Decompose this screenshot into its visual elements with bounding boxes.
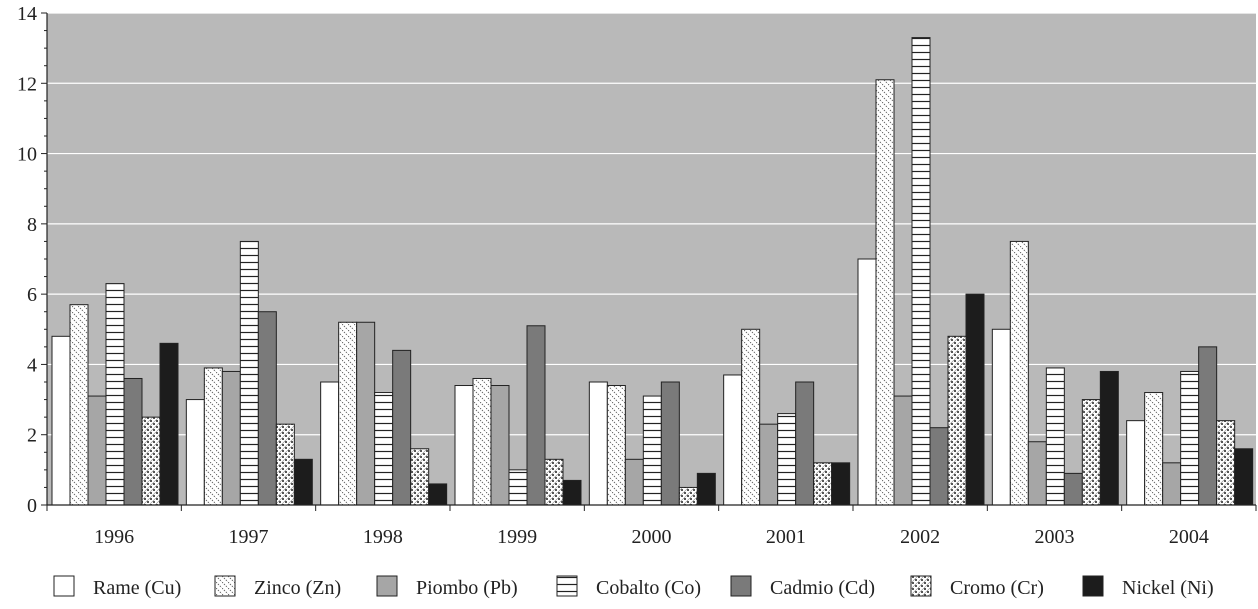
bar-zinco-zn-2002 (875, 79, 895, 506)
bar-nickel-ni-2001 (831, 462, 851, 506)
bar-zinco-zn-1998 (338, 321, 358, 506)
bar-cobalto-co-2003 (1045, 367, 1065, 506)
bar-zinco-zn-2003 (1009, 240, 1029, 506)
bar-nickel-ni-1996 (159, 342, 179, 506)
bar-rame-cu-1997 (185, 399, 205, 506)
bar-nickel-ni-2004 (1234, 448, 1254, 506)
bar-piombo-pb-2001 (759, 423, 779, 506)
bar-piombo-pb-2003 (1027, 441, 1047, 506)
bar-cadmio-cd-2004 (1198, 346, 1218, 506)
bar-zinco-zn-1999 (472, 377, 492, 506)
bar-rame-cu-2004 (1126, 420, 1146, 506)
bar-cromo-cr-1998 (410, 448, 430, 506)
legend-swatch-zinco-zn (214, 575, 236, 597)
x-tick-label: 2001 (766, 526, 806, 548)
y-tick-label: 8 (27, 214, 37, 236)
y-tick-label: 2 (27, 425, 37, 447)
y-tick-label: 10 (17, 144, 37, 166)
x-tick-label: 1996 (94, 526, 134, 548)
legend-swatch-piombo-pb (376, 575, 398, 597)
bar-piombo-pb-1999 (490, 385, 510, 506)
y-tick-label: 4 (27, 354, 37, 376)
bar-rame-cu-2003 (991, 328, 1011, 506)
legend-swatch-nickel-ni (1082, 575, 1104, 597)
legend-label-cobalto-co: Cobalto (Co) (596, 577, 701, 599)
y-tick-label: 12 (17, 73, 37, 95)
bar-piombo-pb-2000 (624, 458, 644, 506)
legend-swatch-cobalto-co (556, 575, 578, 597)
bar-piombo-pb-1998 (356, 321, 376, 506)
bar-piombo-pb-2004 (1162, 462, 1182, 506)
bar-cobalto-co-1999 (508, 469, 528, 506)
bar-rame-cu-1998 (320, 381, 340, 506)
bar-cobalto-co-1996 (105, 283, 125, 506)
x-tick-label: 1997 (229, 526, 269, 548)
bar-nickel-ni-2003 (1099, 370, 1119, 506)
legend-label-rame-cu: Rame (Cu) (93, 577, 181, 599)
legend-label-cromo-cr: Cromo (Cr) (950, 577, 1044, 599)
legend-label-nickel-ni: Nickel (Ni) (1122, 577, 1214, 599)
bar-cadmio-cd-2003 (1063, 472, 1083, 506)
bar-cobalto-co-2004 (1180, 370, 1200, 506)
bar-rame-cu-2001 (723, 374, 743, 506)
bar-rame-cu-2002 (857, 258, 877, 506)
legend-label-cadmio-cd: Cadmio (Cd) (770, 577, 875, 599)
bar-nickel-ni-1999 (562, 479, 582, 506)
x-tick-label: 2004 (1169, 526, 1209, 548)
legend-label-piombo-pb: Piombo (Pb) (416, 577, 518, 599)
bar-nickel-ni-2000 (696, 472, 716, 506)
bar-cobalto-co-2001 (777, 413, 797, 506)
y-tick-label: 14 (17, 3, 37, 25)
x-tick-label: 1999 (497, 526, 537, 548)
bar-zinco-zn-1996 (69, 304, 89, 506)
bar-zinco-zn-2000 (606, 385, 626, 506)
legend-swatch-rame-cu (53, 575, 75, 597)
bar-rame-cu-2000 (588, 381, 608, 506)
legend-label-zinco-zn: Zinco (Zn) (254, 577, 341, 599)
bar-zinco-zn-2004 (1144, 392, 1164, 506)
bar-piombo-pb-1997 (221, 370, 241, 506)
bar-cromo-cr-1999 (544, 458, 564, 506)
bar-cromo-cr-2004 (1216, 420, 1236, 506)
bar-cromo-cr-2001 (813, 462, 833, 506)
bar-rame-cu-1996 (51, 335, 71, 506)
bar-cromo-cr-1997 (275, 423, 295, 506)
x-tick-label: 2000 (632, 526, 672, 548)
bar-cadmio-cd-2001 (795, 381, 815, 506)
x-tick-label: 2002 (900, 526, 940, 548)
bar-cobalto-co-1998 (374, 392, 394, 506)
bar-cadmio-cd-2000 (660, 381, 680, 506)
bar-cromo-cr-2000 (678, 486, 698, 506)
y-tick-label: 0 (27, 495, 37, 517)
bar-cadmio-cd-1998 (392, 349, 412, 506)
bar-zinco-zn-2001 (741, 328, 761, 506)
bar-piombo-pb-2002 (893, 395, 913, 506)
bar-cromo-cr-2002 (947, 335, 967, 506)
bar-piombo-pb-1996 (87, 395, 107, 506)
y-tick-label: 6 (27, 284, 37, 306)
bar-cadmio-cd-1997 (257, 311, 277, 506)
bar-cadmio-cd-2002 (929, 427, 949, 506)
bar-cobalto-co-1997 (239, 240, 259, 506)
legend-swatch-cromo-cr (910, 575, 932, 597)
x-tick-label: 1998 (363, 526, 403, 548)
bar-nickel-ni-1997 (293, 458, 313, 506)
bar-cobalto-co-2000 (642, 395, 662, 506)
bar-cadmio-cd-1999 (526, 325, 546, 506)
bar-nickel-ni-2002 (965, 293, 985, 506)
bar-cadmio-cd-1996 (123, 377, 143, 506)
legend-swatch-cadmio-cd (730, 575, 752, 597)
bar-zinco-zn-1997 (203, 367, 223, 506)
bar-rame-cu-1999 (454, 385, 474, 506)
bar-nickel-ni-1998 (428, 483, 448, 506)
bar-cromo-cr-2003 (1081, 399, 1101, 506)
bar-cromo-cr-1996 (141, 416, 161, 506)
bar-cobalto-co-2002 (911, 37, 931, 506)
x-tick-label: 2003 (1035, 526, 1075, 548)
